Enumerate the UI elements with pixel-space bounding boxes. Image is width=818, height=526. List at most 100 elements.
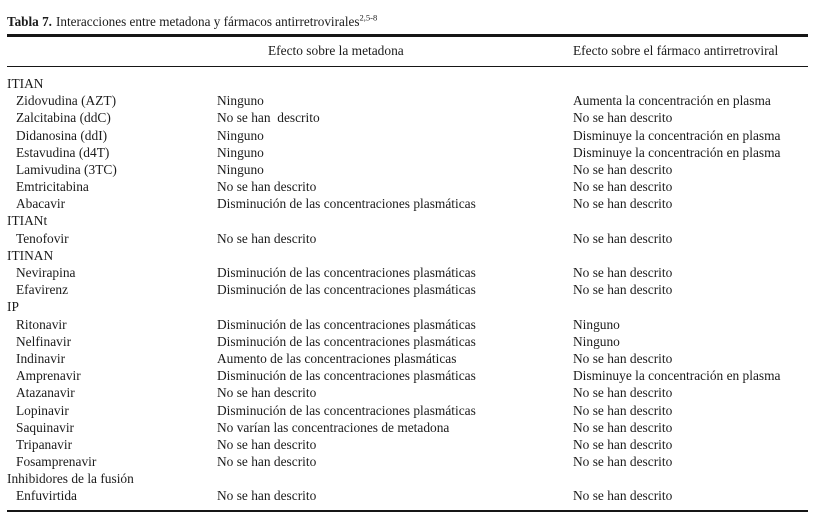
- drug-name-cell: Abacavir: [16, 196, 66, 212]
- drug-name-cell: Enfuvirtida: [16, 488, 77, 504]
- table-caption: Tabla 7. Interacciones entre metadona y f…: [7, 13, 808, 34]
- table-row: Zidovudina (AZT) Ninguno Aumenta la concen…: [7, 92, 808, 109]
- table-row: Lamivudina (3TC) Ninguno No se han descrit…: [7, 161, 808, 178]
- drug-name-cell: Nevirapina: [16, 265, 76, 281]
- methadone-effect-cell: Aumento de las concentraciones plasmátic…: [217, 350, 457, 366]
- methadone-effect-cell: Disminución de las concentraciones plasm…: [217, 333, 476, 349]
- table-row: Fosamprenavir No se han descrito No se han…: [7, 453, 808, 470]
- methadone-effect-cell: No se han descrito: [217, 436, 317, 452]
- table-row: Enfuvirtida No se han descrito No se han d…: [7, 487, 808, 504]
- arv-effect-cell: Disminuye la concentración en plasma: [573, 144, 781, 160]
- table-row: Efavirenz Disminución de las concentracio…: [7, 281, 808, 298]
- drug-name-cell: Ritonavir: [16, 316, 67, 332]
- drug-name-cell: Saquinavir: [16, 419, 75, 435]
- methadone-effect-cell: No se han descrito: [217, 230, 317, 246]
- methadone-effect-cell: Ninguno: [217, 127, 264, 143]
- bottom-rule: [7, 509, 808, 513]
- arv-effect-cell: Ninguno: [573, 316, 620, 332]
- drug-name-cell: Fosamprenavir: [16, 454, 97, 470]
- table-body: ITIAN Zidovudina (AZT) Ninguno Aumenta la c…: [7, 67, 808, 510]
- methadone-effect-cell: No se han descrito: [217, 179, 317, 195]
- drug-name-cell: Lamivudina (3TC): [16, 161, 117, 177]
- methadone-effect-cell: Ninguno: [217, 161, 264, 177]
- arv-effect-cell: No se han descrito: [573, 110, 673, 126]
- drug-name-cell: Efavirenz: [16, 282, 69, 298]
- methadone-effect-cell: Disminución de las concentraciones plasm…: [217, 265, 476, 281]
- table-row: Tenofovir No se han descrito No se han des…: [7, 230, 808, 247]
- arv-effect-cell: No se han descrito: [573, 161, 673, 177]
- methadone-effect-cell: No se han descrito: [217, 385, 317, 401]
- table-header-row: Efecto sobre la metadona Efecto sobre el…: [7, 37, 808, 66]
- methadone-effect-cell: Disminución de las concentraciones plasm…: [217, 316, 476, 332]
- table-row: Nelfinavir Disminución de las concentraci…: [7, 333, 808, 350]
- methadone-effect-column-header: Efecto sobre la metadona: [268, 43, 404, 59]
- methadone-effect-cell: Disminución de las concentraciones plasm…: [217, 402, 476, 418]
- arv-effect-cell: No se han descrito: [573, 350, 673, 366]
- arv-effect-cell: No se han descrito: [573, 454, 673, 470]
- drug-name-cell: Tripanavir: [16, 436, 73, 452]
- methadone-effect-cell: No se han descrito: [217, 488, 317, 504]
- drug-name-cell: Zalcitabina (ddC): [16, 110, 111, 126]
- section-header-row: ITIAN: [7, 75, 808, 92]
- arv-effect-cell: No se han descrito: [573, 265, 673, 281]
- arv-effect-cell: No se han descrito: [573, 179, 673, 195]
- section-header-row: IP: [7, 298, 808, 315]
- arv-effect-cell: No se han descrito: [573, 402, 673, 418]
- drug-name-cell: Amprenavir: [16, 368, 81, 384]
- table-number: Tabla 7.: [7, 14, 52, 29]
- methadone-effect-cell: No varían las concentraciones de metadon…: [217, 419, 450, 435]
- table-reference-superscript: 2,5-8: [359, 12, 378, 23]
- arv-effect-cell: Disminuye la concentración en plasma: [573, 368, 781, 384]
- table-row: Didanosina (ddI) Ninguno Disminuye la conc…: [7, 127, 808, 144]
- table-row: Emtricitabina No se han descrito No se han…: [7, 178, 808, 195]
- top-rule: [7, 34, 808, 37]
- table-row: Tripanavir No se han descrito No se han de…: [7, 436, 808, 453]
- drug-name-cell: Atazanavir: [16, 385, 75, 401]
- arv-effect-cell: No se han descrito: [573, 196, 673, 212]
- drug-name-cell: Didanosina (ddI): [16, 127, 108, 143]
- arv-effect-cell: No se han descrito: [573, 282, 673, 298]
- methadone-effect-cell: No se han descrito: [217, 110, 320, 126]
- methadone-effect-cell: Disminución de las concentraciones plasm…: [217, 282, 476, 298]
- table-row: Atazanavir No se han descrito No se han de…: [7, 384, 808, 401]
- arv-effect-cell: No se han descrito: [573, 419, 673, 435]
- methadone-effect-cell: Ninguno: [217, 93, 264, 109]
- section-header-label: ITIAN: [7, 75, 44, 91]
- drug-name-cell: Emtricitabina: [16, 179, 89, 195]
- section-header-row: ITIANt: [7, 212, 808, 229]
- table-row: Nevirapina Disminución de las concentraci…: [7, 264, 808, 281]
- table-row: Lopinavir Disminución de las concentracio…: [7, 402, 808, 419]
- table-row: Zalcitabina (ddC) No se han descrito No se…: [7, 109, 808, 126]
- methadone-effect-cell: Disminución de las concentraciones plasm…: [217, 368, 476, 384]
- arv-effect-cell: No se han descrito: [573, 436, 673, 452]
- drug-name-cell: Estavudina (d4T): [16, 144, 110, 160]
- arv-effect-cell: No se han descrito: [573, 488, 673, 504]
- methadone-effect-cell: No se han descrito: [217, 454, 317, 470]
- table-row: Saquinavir No varían las concentraciones …: [7, 419, 808, 436]
- methadone-effect-cell: Ninguno: [217, 144, 264, 160]
- drug-name-cell: Nelfinavir: [16, 333, 72, 349]
- methadone-effect-cell: Disminución de las concentraciones plasm…: [217, 196, 476, 212]
- drug-name-cell: Tenofovir: [16, 230, 69, 246]
- drug-name-cell: Indinavir: [16, 350, 66, 366]
- arv-effect-cell: Aumenta la concentración en plasma: [573, 93, 771, 109]
- table-row: Amprenavir Disminución de las concentraci…: [7, 367, 808, 384]
- arv-effect-cell: No se han descrito: [573, 230, 673, 246]
- arv-effect-cell: Ninguno: [573, 333, 620, 349]
- table-container: Tabla 7. Interacciones entre metadona y f…: [7, 0, 808, 513]
- section-header-label: Inhibidores de la fusión: [7, 471, 134, 487]
- section-header-label: ITINAN: [7, 247, 54, 263]
- section-header-row: ITINAN: [7, 247, 808, 264]
- table-row: Abacavir Disminución de las concentracion…: [7, 195, 808, 212]
- section-header-label: IP: [7, 299, 19, 315]
- arv-effect-cell: Disminuye la concentración en plasma: [573, 127, 781, 143]
- table-row: Ritonavir Disminución de las concentracio…: [7, 316, 808, 333]
- drug-name-cell: Zidovudina (AZT): [16, 93, 117, 109]
- table-title: Interacciones entre metadona y fármacos …: [55, 14, 360, 29]
- table-row: Estavudina (d4T) Ninguno Disminuye la conc…: [7, 144, 808, 161]
- header-rule: [7, 65, 808, 67]
- table-row: Indinavir Aumento de las concentraciones …: [7, 350, 808, 367]
- arv-effect-cell: No se han descrito: [573, 385, 673, 401]
- drug-name-cell: Lopinavir: [16, 402, 69, 418]
